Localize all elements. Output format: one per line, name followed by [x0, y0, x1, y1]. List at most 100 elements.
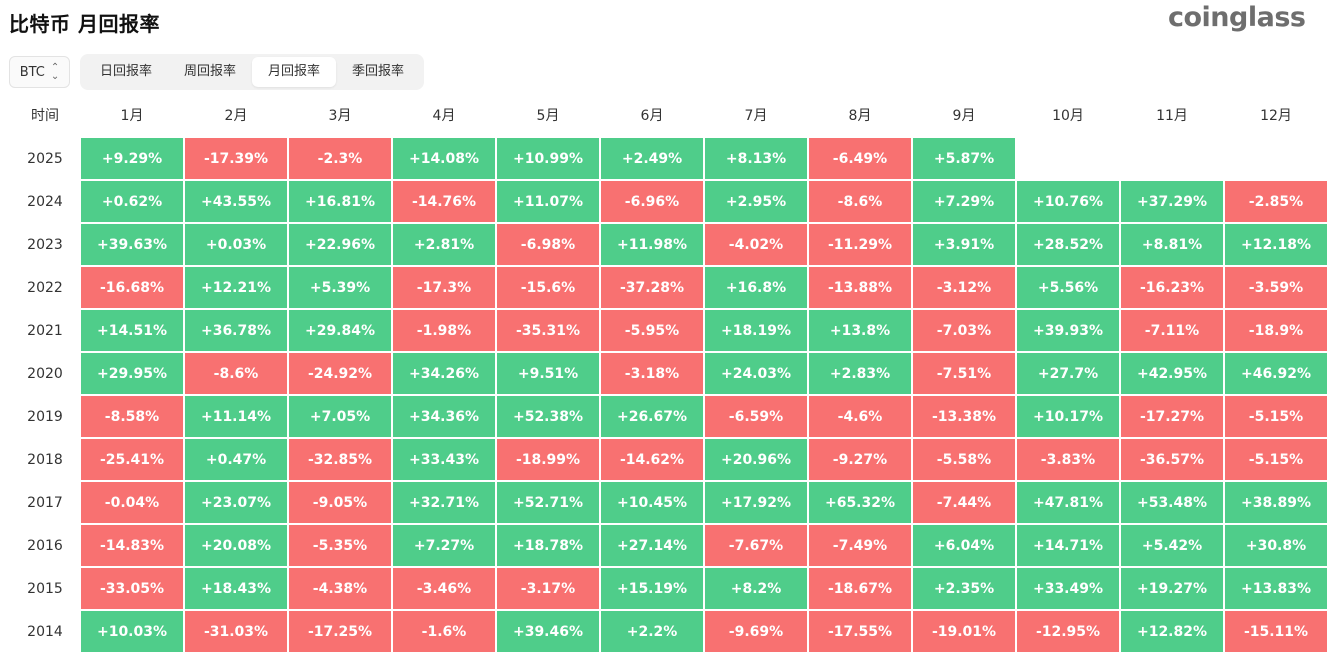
- return-cell: +30.8%: [1225, 525, 1327, 566]
- return-cell: -16.68%: [81, 267, 183, 308]
- return-cell: +52.71%: [497, 482, 599, 523]
- return-cell: +12.82%: [1121, 611, 1223, 652]
- year-label: 2022: [27, 279, 63, 296]
- return-cell: +5.87%: [913, 138, 1015, 179]
- return-cell: -15.6%: [497, 267, 599, 308]
- return-cell: +34.36%: [393, 396, 495, 437]
- return-cell: +39.93%: [1017, 310, 1119, 351]
- table-row: 2021 +14.51% +36.78% +29.84% -1.98% -35.31% -5…: [11, 310, 1327, 351]
- return-cell: +27.7%: [1017, 353, 1119, 394]
- month-column-header: 10月: [1052, 108, 1084, 124]
- return-cell: [1121, 138, 1223, 179]
- return-cell: -14.62%: [601, 439, 703, 480]
- monthly-return-table: 时间 1月 2月 3月 4月 5月 6月 7月 8月 9月 10月 11月 12月 2025 +9.29…: [9, 92, 1329, 654]
- month-column-header: 1月: [120, 108, 144, 124]
- return-cell: -7.11%: [1121, 310, 1223, 351]
- return-cell: +18.78%: [497, 525, 599, 566]
- return-cell: -12.95%: [1017, 611, 1119, 652]
- return-cell: +2.83%: [809, 353, 911, 394]
- return-cell: +9.51%: [497, 353, 599, 394]
- return-cell: +12.21%: [185, 267, 287, 308]
- return-cell: +10.45%: [601, 482, 703, 523]
- table-row: 2025 +9.29% -17.39% -2.3% +14.08% +10.99% +2.4…: [11, 138, 1327, 179]
- return-cell: -6.59%: [705, 396, 807, 437]
- return-cell: +6.04%: [913, 525, 1015, 566]
- return-cell: -3.18%: [601, 353, 703, 394]
- return-cell: +27.14%: [601, 525, 703, 566]
- return-cell: +10.99%: [497, 138, 599, 179]
- table-row: 2019 -8.58% +11.14% +7.05% +34.36% +52.38% +26…: [11, 396, 1327, 437]
- return-cell: +20.08%: [185, 525, 287, 566]
- return-cell: +17.92%: [705, 482, 807, 523]
- return-cell: +14.71%: [1017, 525, 1119, 566]
- return-cell: +14.08%: [393, 138, 495, 179]
- return-cell: +43.55%: [185, 181, 287, 222]
- return-cell: +42.95%: [1121, 353, 1223, 394]
- tab-quarterly-return[interactable]: 季回报率: [352, 64, 405, 79]
- return-cell: -7.67%: [705, 525, 807, 566]
- table-row: 2016 -14.83% +20.08% -5.35% +7.27% +18.78% +27…: [11, 525, 1327, 566]
- return-cell: +0.03%: [185, 224, 287, 265]
- return-cell: +5.42%: [1121, 525, 1223, 566]
- page-title: 比特币 月回报率: [9, 12, 160, 36]
- year-label: 2020: [27, 365, 63, 382]
- return-cell: -5.58%: [913, 439, 1015, 480]
- return-cell: +3.91%: [913, 224, 1015, 265]
- return-cell: +8.13%: [705, 138, 807, 179]
- chevron-up-down-icon: ⌃ ⌄: [50, 62, 60, 82]
- asset-select[interactable]: BTC ⌃ ⌄: [9, 56, 70, 88]
- return-cell: -35.31%: [497, 310, 599, 351]
- return-cell: -9.69%: [705, 611, 807, 652]
- return-cell: -4.6%: [809, 396, 911, 437]
- year-label: 2016: [27, 537, 63, 554]
- table-row: 2017 -0.04% +23.07% -9.05% +32.71% +52.71% +10…: [11, 482, 1327, 523]
- month-column-header: 9月: [952, 108, 976, 124]
- return-cell: -17.25%: [289, 611, 391, 652]
- return-cell: +9.29%: [81, 138, 183, 179]
- table-row: 2023 +39.63% +0.03% +22.96% +2.81% -6.98% +11.…: [11, 224, 1327, 265]
- return-cell: -15.11%: [1225, 611, 1327, 652]
- return-cell: -9.05%: [289, 482, 391, 523]
- return-cell: -19.01%: [913, 611, 1015, 652]
- return-cell: +8.81%: [1121, 224, 1223, 265]
- return-cell: -6.98%: [497, 224, 599, 265]
- return-cell: -36.57%: [1121, 439, 1223, 480]
- return-cell: -3.46%: [393, 568, 495, 609]
- month-column-header: 3月: [328, 108, 352, 124]
- return-cell: +29.84%: [289, 310, 391, 351]
- return-cell: -13.38%: [913, 396, 1015, 437]
- return-cell: -24.92%: [289, 353, 391, 394]
- return-cell: -4.38%: [289, 568, 391, 609]
- return-cell: -25.41%: [81, 439, 183, 480]
- return-cell: +7.27%: [393, 525, 495, 566]
- tab-monthly-return[interactable]: 月回报率: [252, 57, 337, 87]
- return-cell: +52.38%: [497, 396, 599, 437]
- return-cell: +26.67%: [601, 396, 703, 437]
- return-cell: +46.92%: [1225, 353, 1327, 394]
- return-cell: +16.8%: [705, 267, 807, 308]
- year-column-header: 时间: [31, 108, 59, 124]
- return-cell: -7.51%: [913, 353, 1015, 394]
- return-cell: +11.14%: [185, 396, 287, 437]
- return-cell: +5.39%: [289, 267, 391, 308]
- return-cell: -2.3%: [289, 138, 391, 179]
- return-cell: +28.52%: [1017, 224, 1119, 265]
- month-column-header: 8月: [848, 108, 872, 124]
- return-cell: -3.83%: [1017, 439, 1119, 480]
- month-column-header: 6月: [640, 108, 664, 124]
- return-cell: +19.27%: [1121, 568, 1223, 609]
- year-label: 2023: [27, 236, 63, 253]
- return-cell: -2.85%: [1225, 181, 1327, 222]
- return-cell: -5.95%: [601, 310, 703, 351]
- return-cell: -32.85%: [289, 439, 391, 480]
- return-cell: +0.62%: [81, 181, 183, 222]
- year-label: 2024: [27, 193, 63, 210]
- return-cell: -9.27%: [809, 439, 911, 480]
- return-cell: -7.44%: [913, 482, 1015, 523]
- tab-daily-return[interactable]: 日回报率: [100, 64, 153, 79]
- month-column-header: 7月: [744, 108, 768, 124]
- tab-weekly-return[interactable]: 周回报率: [184, 64, 237, 79]
- table-row: 2022 -16.68% +12.21% +5.39% -17.3% -15.6% -37.…: [11, 267, 1327, 308]
- return-cell: -11.29%: [809, 224, 911, 265]
- table-row: 2018 -25.41% +0.47% -32.85% +33.43% -18.99% -1…: [11, 439, 1327, 480]
